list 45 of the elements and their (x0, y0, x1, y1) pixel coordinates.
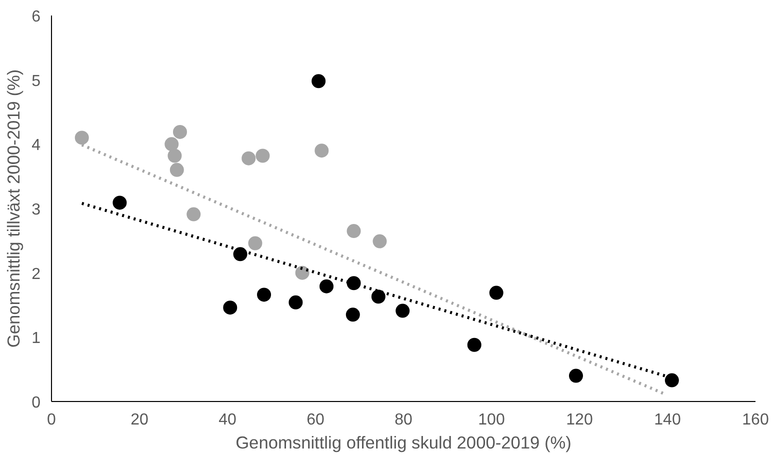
point (489, 286, 504, 300)
point (320, 279, 334, 294)
point (346, 308, 360, 322)
y-tick-label: 6 (32, 8, 41, 26)
point (168, 148, 182, 163)
y-tick-label: 5 (32, 72, 41, 90)
x-tick-label: 160 (742, 412, 769, 428)
x-tick-label: 0 (47, 412, 56, 428)
x-tick-label: 40 (218, 412, 236, 428)
y-tick-label: 2 (32, 266, 41, 283)
point (257, 288, 272, 302)
point (664, 373, 679, 388)
point (248, 236, 262, 250)
x-axis-title: Genomsnittlig offentlig skuld 2000-2019 (%) (236, 432, 572, 452)
point (314, 144, 329, 158)
point (242, 151, 256, 166)
point (288, 295, 303, 310)
point (172, 124, 187, 139)
point (467, 338, 482, 352)
point (170, 162, 184, 177)
x-tick-label: 60 (306, 412, 324, 428)
point (371, 290, 386, 304)
point (312, 74, 326, 88)
point (396, 304, 410, 318)
point (372, 234, 387, 248)
point (186, 207, 201, 222)
y-tick-label: 0 (32, 394, 41, 412)
point (112, 196, 127, 210)
x-tick-label: 20 (130, 412, 148, 428)
x-tick-label: 80 (394, 412, 412, 428)
y-tick-label: 1 (32, 330, 41, 348)
x-tick-label: 140 (654, 412, 681, 428)
point (223, 300, 238, 315)
point (256, 148, 270, 163)
y-tick-label: 4 (32, 137, 41, 154)
point (233, 247, 248, 262)
point (74, 130, 89, 145)
point (295, 266, 310, 280)
x-tick-label: 100 (478, 412, 505, 428)
y-axis-title: Genomsnittlig tillväxt 2000-2019 (%) (4, 69, 24, 348)
point (568, 368, 583, 383)
point (164, 137, 179, 152)
point (346, 224, 361, 238)
y-tick-label: 3 (32, 202, 41, 218)
x-tick-label: 120 (566, 412, 593, 428)
